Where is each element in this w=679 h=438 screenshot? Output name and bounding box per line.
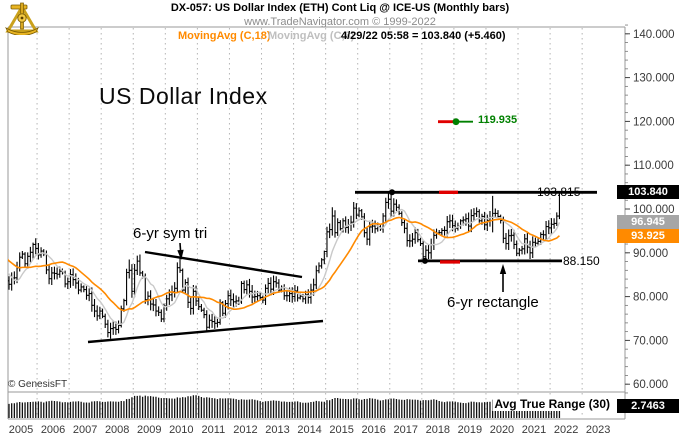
svg-text:2007: 2007 bbox=[73, 424, 97, 436]
svg-text:100.000: 100.000 bbox=[633, 204, 675, 216]
ma18-axis-badge: 93.925 bbox=[617, 229, 679, 243]
svg-text:2011: 2011 bbox=[202, 424, 226, 436]
svg-text:2014: 2014 bbox=[297, 424, 321, 436]
x-axis-labels: 2005 2006 2007 2008 2009 2010 2011 2012 2013 2014… bbox=[9, 424, 611, 436]
ma18-legend-label[interactable]: MovingAvg (C,18) bbox=[178, 30, 271, 42]
ma8-line[interactable] bbox=[6, 208, 561, 326]
price-target-label[interactable]: 119.935 bbox=[478, 114, 518, 126]
year-gridlines bbox=[36, 28, 583, 418]
svg-text:2005: 2005 bbox=[9, 424, 33, 436]
svg-text:2020: 2020 bbox=[490, 424, 514, 436]
last-quote-readout: 4/29/22 05:58 = 103.840 (+5.460) bbox=[341, 30, 506, 42]
svg-text:2016: 2016 bbox=[361, 424, 385, 436]
watermark: www.TradeNavigator.com © 1999-2022 bbox=[244, 16, 436, 28]
rectangle-top-price-label[interactable]: 103.815 bbox=[537, 185, 581, 199]
svg-text:2012: 2012 bbox=[233, 424, 257, 436]
ma8-legend-label[interactable]: MovingAvg (C,8) bbox=[268, 30, 355, 42]
ma8-axis-badge: 96.945 bbox=[617, 215, 679, 229]
svg-text:140.000: 140.000 bbox=[633, 29, 675, 41]
svg-text:2017: 2017 bbox=[394, 424, 418, 436]
atr-histogram bbox=[8, 395, 561, 418]
svg-text:2006: 2006 bbox=[41, 424, 65, 436]
ma18-line[interactable] bbox=[6, 216, 560, 312]
rectangle-bottom-price-label[interactable]: 88.150 bbox=[563, 254, 600, 268]
svg-text:90.000: 90.000 bbox=[633, 248, 668, 260]
atr-pane-label[interactable]: Avg True Range (30) bbox=[492, 397, 612, 411]
svg-text:2023: 2023 bbox=[586, 424, 610, 436]
svg-text:80.000: 80.000 bbox=[633, 292, 668, 304]
svg-text:70.000: 70.000 bbox=[633, 335, 668, 347]
svg-text:2009: 2009 bbox=[137, 424, 161, 436]
svg-text:130.000: 130.000 bbox=[633, 73, 675, 85]
svg-text:2015: 2015 bbox=[329, 424, 353, 436]
svg-text:2018: 2018 bbox=[426, 424, 450, 436]
svg-text:2013: 2013 bbox=[265, 424, 289, 436]
svg-text:2021: 2021 bbox=[522, 424, 546, 436]
svg-text:2022: 2022 bbox=[554, 424, 578, 436]
svg-text:2019: 2019 bbox=[458, 424, 482, 436]
genesis-copyright: © GenesisFT bbox=[8, 379, 68, 390]
genesis-sextant-logo-icon bbox=[5, 2, 39, 35]
chart-frame bbox=[7, 26, 626, 420]
rectangle-annotation-label[interactable]: 6-yr rectangle bbox=[447, 294, 539, 311]
chart-title: US Dollar Index bbox=[99, 83, 268, 109]
right-axis: 140.000 130.000 120.000 110.000 100.000 90.00… bbox=[625, 24, 675, 394]
svg-text:110.000: 110.000 bbox=[633, 160, 674, 172]
svg-text:60.000: 60.000 bbox=[633, 379, 668, 391]
sym-triangle-annotation-label[interactable]: 6-yr sym tri bbox=[133, 225, 208, 242]
atr-axis-badge: 2.7463 bbox=[617, 399, 679, 413]
symbol-title: DX-057: US Dollar Index (ETH) Cont Liq @… bbox=[170, 2, 510, 14]
svg-text:2008: 2008 bbox=[105, 424, 129, 436]
drawn-annotations[interactable] bbox=[87, 118, 597, 344]
svg-text:2010: 2010 bbox=[169, 424, 193, 436]
svg-text:120.000: 120.000 bbox=[633, 116, 675, 128]
last-price-axis-badge: 103.840 bbox=[617, 185, 679, 199]
ohlc-bars bbox=[8, 191, 561, 339]
